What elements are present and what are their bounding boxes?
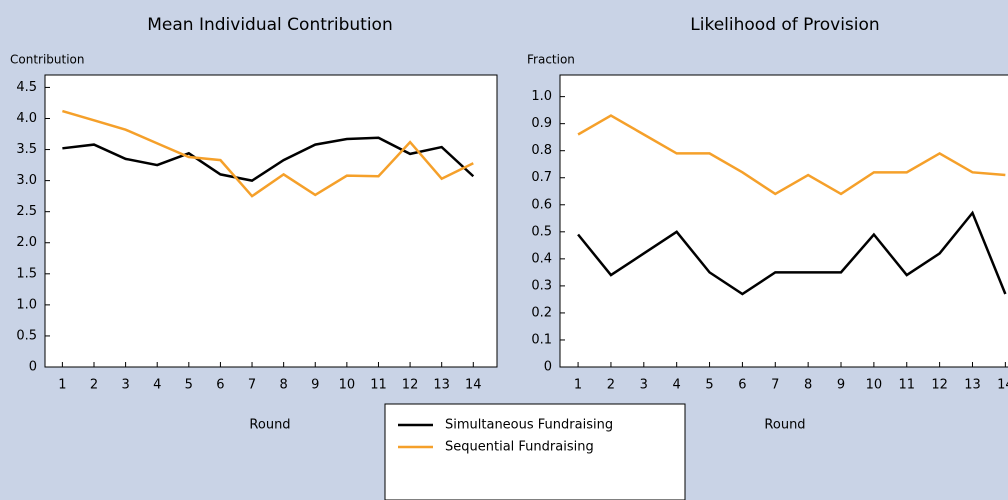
x-tick-label: 1 <box>574 378 582 393</box>
y-tick-label: 4.5 <box>16 80 37 95</box>
x-tick-label: 11 <box>370 378 387 393</box>
x-tick-label: 1 <box>58 378 66 393</box>
x-tick-label: 2 <box>607 378 615 393</box>
x-tick-label: 7 <box>248 378 256 393</box>
x-tick-label: 11 <box>898 378 915 393</box>
x-tick-label: 8 <box>280 378 288 393</box>
y-tick-label: 0 <box>29 360 37 375</box>
x-tick-label: 14 <box>465 378 482 393</box>
y-tick-label: 0.5 <box>16 328 37 343</box>
x-axis-label: Round <box>249 418 290 433</box>
x-tick-label: 8 <box>804 378 812 393</box>
y-tick-label: 0.2 <box>531 305 552 320</box>
y-tick-label: 0.6 <box>531 197 552 212</box>
x-tick-label: 13 <box>433 378 450 393</box>
x-tick-label: 7 <box>771 378 779 393</box>
y-tick-label: 0.5 <box>531 224 552 239</box>
y-tick-label: 2.0 <box>16 235 37 250</box>
y-tick-label: 0.3 <box>531 278 552 293</box>
chart-title: Mean Individual Contribution <box>147 15 392 35</box>
x-tick-label: 3 <box>121 378 129 393</box>
legend-label: Simultaneous Fundraising <box>445 418 613 433</box>
series-line <box>62 136 475 182</box>
y-tick-label: 0.4 <box>531 251 552 266</box>
y-tick-label: 0 <box>544 360 552 375</box>
y-tick-label: 2.5 <box>16 204 37 219</box>
x-tick-label: 4 <box>153 378 161 393</box>
x-tick-label: 10 <box>339 378 356 393</box>
series-line <box>577 210 1007 296</box>
y-tick-label: 0.1 <box>531 332 552 347</box>
y-axis-label: Contribution <box>10 53 85 67</box>
x-tick-label: 6 <box>216 378 224 393</box>
x-tick-label: 12 <box>931 378 948 393</box>
y-tick-label: 3.5 <box>16 142 37 157</box>
x-tick-label: 4 <box>673 378 681 393</box>
legend-label: Sequential Fundraising <box>445 440 594 455</box>
plot-area <box>44 74 498 368</box>
y-tick-label: 0.9 <box>531 116 552 131</box>
x-tick-label: 13 <box>964 378 981 393</box>
x-tick-label: 5 <box>705 378 713 393</box>
series-line <box>577 114 1006 196</box>
plot-area <box>559 74 1008 368</box>
x-tick-label: 14 <box>997 378 1008 393</box>
y-tick-label: 1.0 <box>531 89 552 104</box>
y-tick-label: 1.0 <box>16 297 37 312</box>
x-tick-label: 9 <box>837 378 845 393</box>
x-tick-label: 10 <box>866 378 883 393</box>
x-tick-label: 5 <box>185 378 193 393</box>
chart-title: Likelihood of Provision <box>690 15 879 35</box>
x-tick-label: 6 <box>738 378 746 393</box>
x-tick-label: 2 <box>90 378 98 393</box>
x-tick-label: 9 <box>311 378 319 393</box>
legend-box <box>384 403 686 500</box>
y-tick-label: 3.0 <box>16 173 37 188</box>
x-axis-label: Round <box>764 418 805 433</box>
y-tick-label: 4.0 <box>16 111 37 126</box>
y-tick-label: 1.5 <box>16 266 37 281</box>
series-line <box>62 109 474 198</box>
x-tick-label: 3 <box>640 378 648 393</box>
x-tick-label: 12 <box>402 378 419 393</box>
y-tick-label: 0.8 <box>531 143 552 158</box>
y-axis-label: Fraction <box>527 53 575 67</box>
y-tick-label: 0.7 <box>531 170 552 185</box>
